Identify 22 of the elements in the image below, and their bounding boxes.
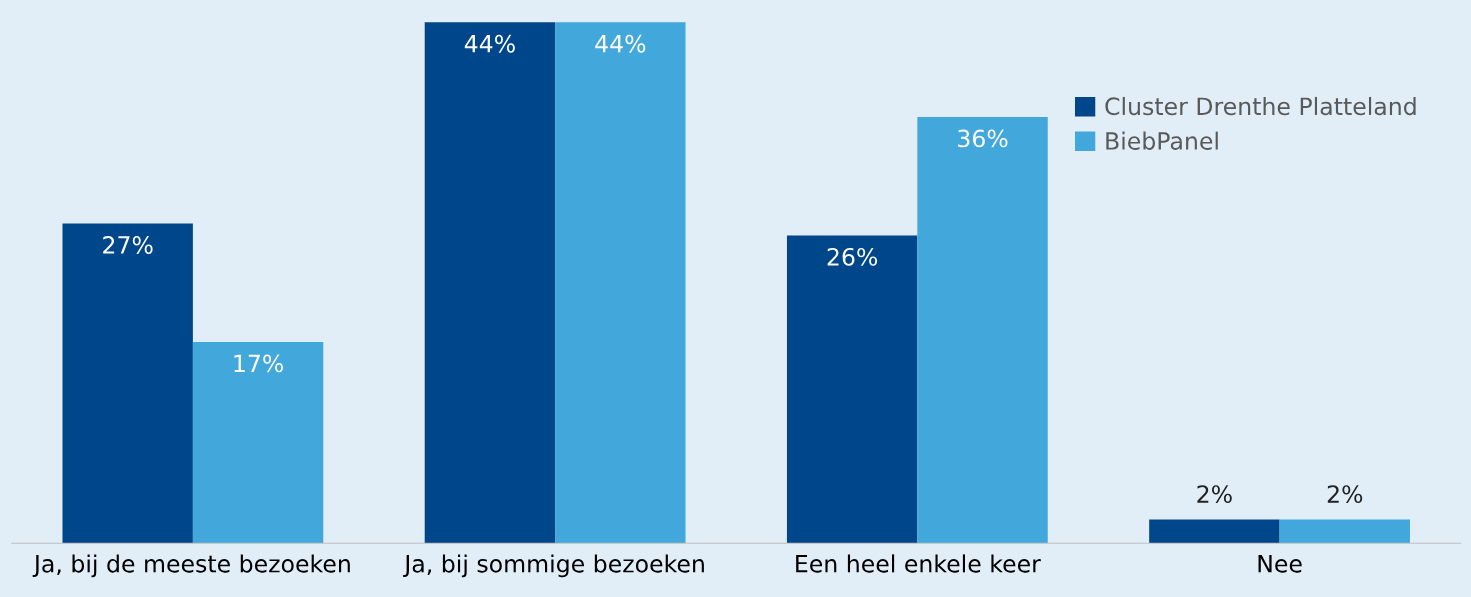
data-label: 27%	[103, 236, 153, 254]
bar	[424, 22, 556, 544]
legend-label: Cluster Drenthe Platteland	[1105, 96, 1416, 116]
data-label: 17%	[234, 354, 284, 373]
data-label: 44%	[464, 34, 515, 53]
bar	[1149, 519, 1280, 544]
bar	[1279, 519, 1410, 544]
x-tick-label: Nee	[1258, 555, 1302, 573]
data-label: 26%	[827, 247, 878, 266]
bar	[917, 117, 1048, 544]
data-label: 36%	[958, 129, 1008, 148]
x-tick-label: Een heel enkele keer	[796, 554, 1041, 573]
bar	[555, 22, 686, 544]
bar	[62, 223, 193, 544]
x-tick-label: Ja, bij de meeste bezoeken	[32, 554, 350, 578]
data-label: 44%	[595, 34, 646, 53]
x-tick-label: Ja, bij sommige bezoeken	[403, 554, 704, 578]
bar	[192, 342, 324, 544]
legend-label: BiebPanel	[1106, 131, 1218, 150]
data-label: 2%	[1197, 485, 1232, 503]
data-label: 2%	[1327, 485, 1363, 503]
bar	[786, 235, 918, 544]
